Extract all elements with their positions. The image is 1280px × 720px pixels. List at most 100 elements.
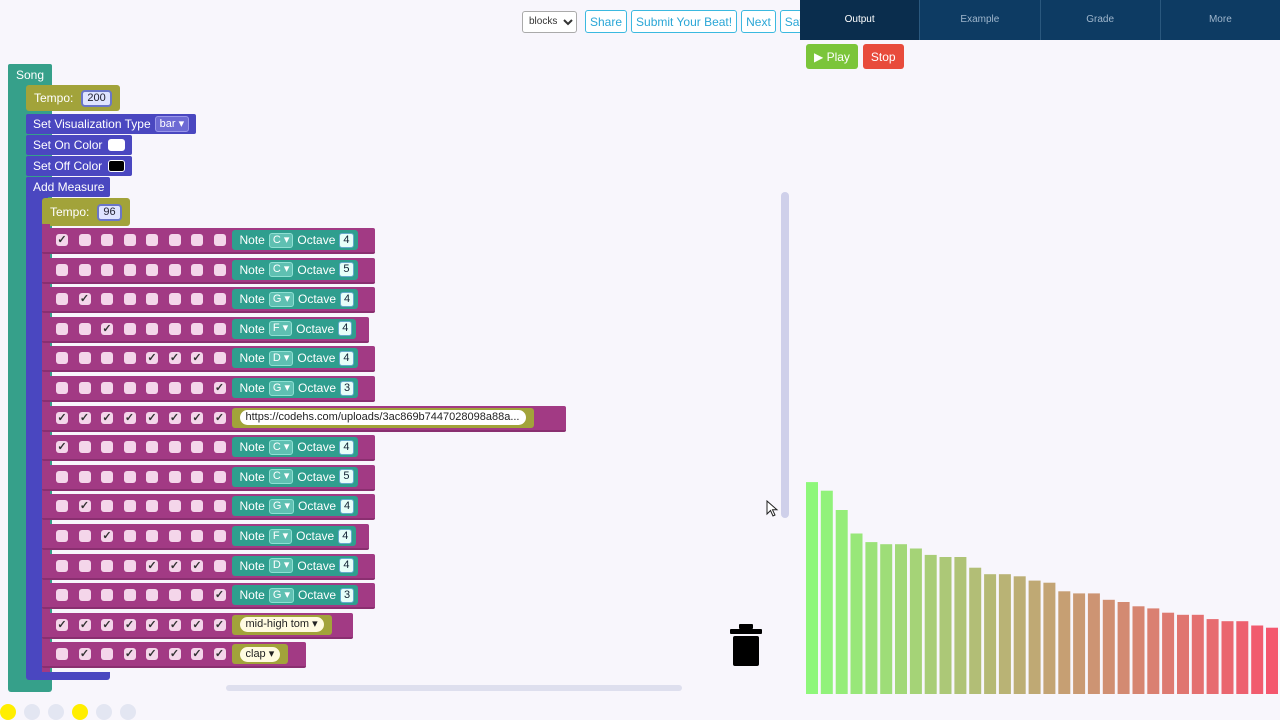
play-button[interactable]: ▶ Play [806,44,858,69]
beat-checkbox[interactable]: ✓ [168,618,181,631]
beat-checkbox[interactable] [56,382,68,394]
measure-tempo-block[interactable]: Tempo: 96 [42,198,130,226]
beat-checkbox[interactable] [123,530,136,542]
drum-block[interactable]: mid-high tom ▾ [231,614,332,635]
beat-checkbox[interactable]: ✓ [168,411,181,424]
beat-checkbox[interactable] [123,589,136,602]
beat-checkbox[interactable]: ✓ [191,618,203,631]
note-block[interactable]: Note G ▾ Octave 4 [231,289,359,310]
beat-checkbox[interactable]: ✓ [78,618,91,631]
beat-checkbox[interactable]: ✓ [191,352,203,365]
beat-checkbox[interactable] [56,322,68,335]
beat-checkbox[interactable] [78,589,91,602]
note-block[interactable]: Note C ▾ Octave 4 [231,230,358,250]
beat-checkbox[interactable] [101,589,113,602]
beat-row[interactable]: ✓ Note G ▾ Octave 3 [42,376,375,402]
footer-circle-icon[interactable] [0,704,16,720]
beat-checkbox[interactable] [191,530,203,542]
viz-type-dropdown[interactable]: bar ▾ [154,116,190,132]
beat-checkbox[interactable] [213,500,226,513]
beat-checkbox[interactable] [146,234,158,246]
tab-grade[interactable]: Grade [1039,0,1160,40]
beat-checkbox[interactable] [78,263,91,276]
beat-checkbox[interactable]: ✓ [146,411,158,424]
beat-checkbox[interactable] [78,441,91,454]
beat-checkbox[interactable] [78,382,91,394]
beat-checkbox[interactable]: ✓ [213,648,226,661]
mode-select[interactable]: blocks [522,10,577,33]
beat-checkbox[interactable] [56,500,68,513]
beat-checkbox[interactable] [168,589,181,602]
workspace-vertical-scrollbar[interactable] [781,192,789,518]
beat-checkbox[interactable] [78,352,91,365]
drum-dropdown[interactable]: clap ▾ [239,646,281,662]
beat-checkbox[interactable]: ✓ [213,382,226,394]
octave-input[interactable]: 3 [340,587,355,603]
footer-hint-icon[interactable] [120,704,136,720]
beat-checkbox[interactable]: ✓ [123,411,136,424]
beat-checkbox[interactable]: ✓ [123,648,136,661]
beat-row[interactable]: ✓ ✓ ✓ ✓ ✓ ✓ ✓ ✓ mid-high tom ▾ [42,612,353,639]
on-color-block[interactable]: Set On Color [26,135,133,155]
beat-checkbox[interactable] [101,441,113,454]
beat-checkbox[interactable] [168,500,181,513]
beat-checkbox[interactable]: ✓ [101,411,113,424]
beat-checkbox[interactable]: ✓ [56,618,68,631]
beat-checkbox[interactable] [146,322,158,335]
workspace-horizontal-scrollbar[interactable] [226,685,682,691]
beat-checkbox[interactable]: ✓ [213,411,226,424]
sound-url-block[interactable]: https://codehs.com/uploads/3ac869b744702… [231,407,534,428]
note-block[interactable]: Note C ▾ Octave 5 [231,466,358,487]
beat-checkbox[interactable] [168,322,181,335]
beat-row[interactable]: ✓ Note G ▾ Octave 4 [42,494,375,521]
beat-checkbox[interactable] [213,530,226,542]
beat-checkbox[interactable] [168,470,181,483]
beat-checkbox[interactable] [191,322,203,335]
beat-checkbox[interactable]: ✓ [213,618,226,631]
octave-input[interactable]: 5 [339,469,354,485]
beat-checkbox[interactable] [101,500,113,513]
note-block[interactable]: Note G ▾ Octave 3 [231,585,359,606]
beat-checkbox[interactable]: ✓ [146,648,158,661]
note-dropdown[interactable]: D ▾ [268,350,294,366]
beat-row[interactable]: ✓ Note G ▾ Octave 4 [42,287,375,314]
beat-checkbox[interactable] [101,382,113,394]
sound-url-field[interactable]: https://codehs.com/uploads/3ac869b744702… [239,410,526,426]
beat-checkbox[interactable]: ✓ [101,618,113,631]
song-block[interactable]: Song [8,64,52,86]
beat-checkbox[interactable]: ✓ [213,589,226,602]
beat-checkbox[interactable]: ✓ [168,648,181,661]
beat-row[interactable]: ✓ Note G ▾ Octave 3 [42,583,375,610]
beat-checkbox[interactable] [213,559,226,572]
beat-checkbox[interactable] [168,263,181,276]
beat-checkbox[interactable]: ✓ [56,411,68,424]
drum-dropdown[interactable]: mid-high tom ▾ [239,617,324,633]
octave-input[interactable]: 4 [339,558,354,574]
beat-checkbox[interactable] [213,441,226,454]
note-dropdown[interactable]: G ▾ [268,587,294,603]
beat-checkbox[interactable]: ✓ [56,441,68,454]
beat-checkbox[interactable] [101,352,113,365]
tab-more[interactable]: More [1159,0,1280,40]
beat-checkbox[interactable] [213,470,226,483]
share-button[interactable]: Share [585,10,628,33]
beat-row[interactable]: ✓ ✓ ✓ Note D ▾ Octave 4 [42,346,375,373]
beat-checkbox[interactable] [146,500,158,513]
add-measure-block[interactable]: Add Measure [26,177,110,197]
beat-checkbox[interactable] [123,500,136,513]
footer-highlight-icon[interactable] [72,704,88,720]
footer-video-icon[interactable] [24,704,40,720]
beat-checkbox[interactable]: ✓ [78,648,91,661]
beat-checkbox[interactable] [146,382,158,394]
note-dropdown[interactable]: F ▾ [268,528,293,544]
measure-tempo-input[interactable]: 96 [97,203,122,221]
beat-checkbox[interactable] [56,293,68,306]
beat-checkbox[interactable] [78,530,91,542]
beat-checkbox[interactable] [56,263,68,276]
beat-row[interactable]: Note C ▾ Octave 5 [42,464,375,491]
beat-checkbox[interactable]: ✓ [191,411,203,424]
note-dropdown[interactable]: C ▾ [268,469,294,485]
octave-input[interactable]: 4 [339,232,354,248]
note-block[interactable]: Note D ▾ Octave 4 [231,348,358,369]
beat-checkbox[interactable]: ✓ [56,234,68,246]
